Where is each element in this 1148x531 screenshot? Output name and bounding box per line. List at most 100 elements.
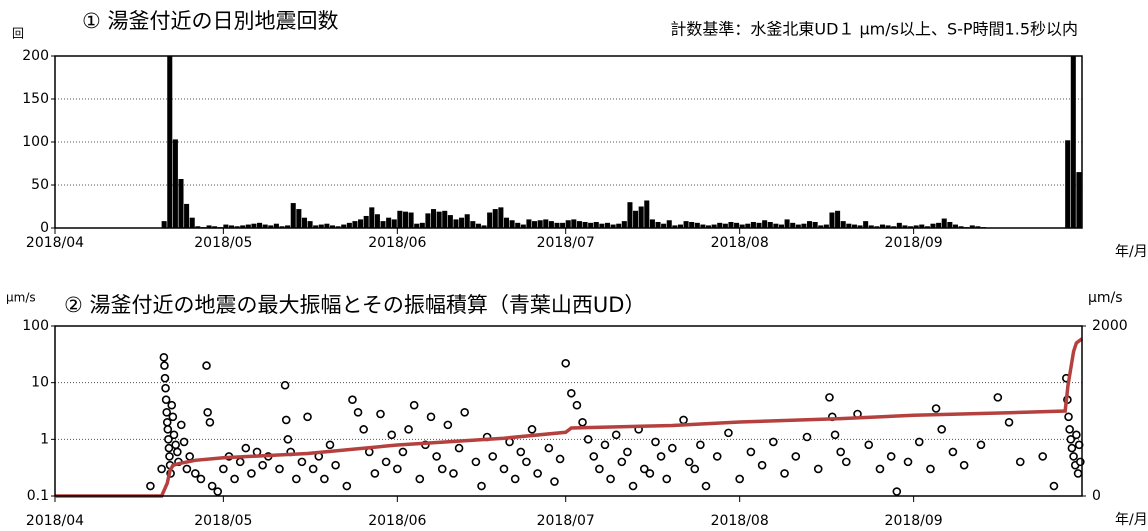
bar [363, 215, 369, 228]
bar [700, 224, 706, 228]
amplitude-point [825, 393, 834, 402]
bar [341, 224, 347, 228]
bar [627, 202, 633, 228]
amplitude-point [892, 487, 902, 496]
bar [195, 226, 201, 228]
bar [677, 224, 683, 228]
amplitude-point [460, 407, 469, 417]
amplitude-point [258, 460, 267, 470]
amplitude-point [656, 452, 666, 461]
bar [431, 209, 437, 228]
amplitude-point [1073, 469, 1083, 478]
amplitude-point [161, 383, 170, 393]
bar [908, 226, 914, 228]
x-tick-label: 2018/07 [537, 235, 595, 251]
bar [868, 225, 874, 228]
bar [795, 224, 801, 228]
amplitude-point [471, 457, 481, 467]
bar [318, 224, 324, 228]
bar [391, 219, 397, 228]
amplitude-point [162, 407, 171, 417]
bar [683, 221, 689, 228]
amplitude-point [331, 460, 340, 470]
amplitude-point [176, 420, 186, 430]
bar [773, 223, 779, 228]
chart-title: ① 湯釜付近の日別地震回数 [82, 9, 339, 33]
amplitude-point [684, 457, 694, 467]
bar [807, 221, 813, 228]
x-axis-label: 年/月 [1115, 244, 1148, 260]
amplitude-point [903, 457, 913, 467]
amplitude-point [230, 474, 239, 484]
amplitude-point [561, 358, 570, 368]
bar [857, 225, 863, 228]
amplitude-point [1072, 430, 1081, 440]
amplitude-point [146, 481, 155, 491]
y2-tick-label: 0 [1092, 488, 1101, 504]
bar [234, 226, 240, 228]
bar [178, 178, 184, 228]
amplitude-point [746, 447, 756, 457]
amplitude-point [555, 454, 565, 464]
y-tick-label: 150 [22, 91, 49, 107]
bar [543, 219, 549, 228]
amplitude-point [769, 437, 778, 447]
chart-title: ② 湯釜付近の地震の最大振幅とその振幅積算（青葉山西UD） [64, 293, 645, 317]
amplitude-point [1004, 417, 1014, 427]
bar [228, 225, 235, 228]
amplitude-point [583, 435, 593, 444]
bar [941, 218, 947, 228]
bar [891, 226, 897, 228]
amplitude-point [757, 460, 767, 470]
y-tick-label: 200 [22, 48, 49, 64]
amplitude-point [404, 425, 413, 434]
bar [532, 221, 538, 228]
amplitude-point [931, 404, 941, 413]
bar [930, 223, 936, 228]
plot-frame [54, 55, 1083, 229]
amplitude-point [159, 353, 169, 362]
bar [257, 222, 263, 228]
bar [745, 223, 751, 228]
bar [346, 222, 352, 228]
bar [638, 206, 644, 228]
bar [672, 225, 678, 228]
bar [666, 220, 672, 228]
amplitude-point [477, 481, 486, 491]
bar [661, 223, 667, 228]
amplitude-point [303, 412, 312, 422]
amplitude-point [157, 464, 166, 474]
amplitude-point [522, 457, 531, 467]
bar [436, 211, 442, 228]
bar [408, 212, 414, 228]
subtitle: 計数基準：水釜北東UD１ μm/s以上、S-P時間1.5秒以内 [670, 20, 1078, 39]
amplitude-point [202, 361, 211, 370]
x-tick-label: 2018/09 [885, 235, 943, 251]
x-tick-label: 2018/05 [194, 235, 252, 251]
bar [212, 226, 218, 228]
amplitude-point [207, 481, 217, 491]
bar [509, 220, 515, 228]
bar [924, 226, 930, 228]
bar [582, 221, 588, 228]
amplitude-point [976, 440, 986, 450]
bar [251, 223, 257, 228]
bar [386, 217, 392, 228]
amplitude-point [353, 407, 363, 417]
bar [268, 225, 274, 228]
amplitude-point [161, 395, 171, 405]
x-tick-label: 2018/07 [537, 513, 595, 529]
bar [846, 223, 852, 228]
bar [329, 225, 336, 228]
amplitude-point [600, 440, 610, 450]
amplitude-point [168, 412, 178, 422]
bar [565, 220, 571, 228]
bar [571, 219, 577, 228]
amplitude-point [437, 464, 447, 474]
bar [958, 226, 964, 228]
bar [694, 222, 700, 228]
bar [801, 223, 807, 228]
bar [896, 222, 902, 228]
bar [947, 221, 953, 228]
amplitude-point [1066, 435, 1076, 444]
